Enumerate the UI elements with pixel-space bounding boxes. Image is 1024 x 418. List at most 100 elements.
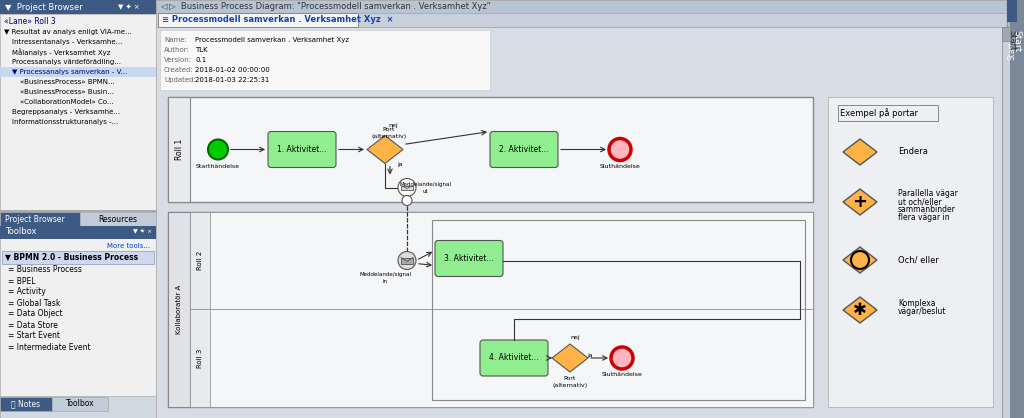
Text: Meddelande/signal: Meddelande/signal	[359, 272, 411, 277]
Text: «BusinessProcess» Busin...: «BusinessProcess» Busin...	[20, 89, 114, 95]
Circle shape	[611, 347, 633, 369]
Text: Created:: Created:	[164, 67, 194, 73]
Bar	[0, 212, 156, 418]
Bar	[401, 257, 413, 263]
Text: ▼ Resultat av analys enligt VIA-me...: ▼ Resultat av analys enligt VIA-me...	[4, 29, 132, 35]
Bar	[168, 97, 813, 202]
Text: Project Browser: Project Browser	[5, 214, 65, 224]
Text: Start: Start	[1013, 30, 1022, 52]
Text: vägar/beslut: vägar/beslut	[898, 308, 946, 316]
Text: = Data Store: = Data Store	[8, 321, 58, 329]
Text: Author:: Author:	[164, 47, 189, 53]
Text: Port: Port	[383, 127, 395, 132]
Text: ut: ut	[422, 189, 428, 194]
Polygon shape	[843, 139, 877, 165]
Bar	[0, 14, 156, 210]
Bar	[1007, 0, 1017, 22]
Polygon shape	[843, 297, 877, 323]
Text: «Lane» Roll 3: «Lane» Roll 3	[4, 18, 55, 26]
Text: nej: nej	[388, 123, 397, 128]
Text: Komplexa: Komplexa	[898, 300, 936, 308]
Text: Name:: Name:	[164, 37, 186, 43]
FancyBboxPatch shape	[490, 132, 558, 168]
Bar	[401, 186, 413, 189]
Text: = Start Event: = Start Event	[8, 331, 60, 341]
Text: «CollaborationModel» Co...: «CollaborationModel» Co...	[20, 99, 114, 105]
Text: Version:: Version:	[164, 57, 193, 63]
Bar	[156, 27, 1007, 418]
Text: ◁ ▷  Business Process Diagram: "Processmodell samverkan . Verksamhet Xyz": ◁ ▷ Business Process Diagram: "Processmo…	[160, 2, 490, 11]
Text: ja: ja	[397, 162, 402, 167]
Bar	[168, 212, 190, 407]
Bar	[1002, 27, 1010, 41]
Bar	[168, 97, 190, 202]
Text: +: +	[853, 193, 867, 211]
Bar	[168, 212, 813, 407]
Bar	[828, 97, 993, 407]
Text: Processmodell samverkan . Verksamhet Xyz: Processmodell samverkan . Verksamhet Xyz	[195, 37, 349, 43]
Bar	[52, 397, 108, 411]
Text: ✱: ✱	[853, 301, 867, 319]
Polygon shape	[843, 247, 877, 273]
Bar	[80, 212, 156, 226]
Circle shape	[609, 138, 631, 161]
Bar	[1007, 0, 1017, 418]
Text: ▼ Processanalys samverkan - V...: ▼ Processanalys samverkan - V...	[12, 69, 127, 75]
Text: TLK: TLK	[195, 47, 208, 53]
Text: «BusinessProcess» BPMN...: «BusinessProcess» BPMN...	[20, 79, 115, 85]
Text: Målanalys - Verksamhet Xyz: Målanalys - Verksamhet Xyz	[12, 48, 111, 56]
Circle shape	[398, 252, 416, 270]
Bar	[2, 251, 154, 264]
Text: Meddelande/signal: Meddelande/signal	[399, 182, 451, 187]
Text: Parallella vägar: Parallella vägar	[898, 189, 957, 199]
Text: Starthändelse: Starthändelse	[196, 164, 240, 169]
Text: nej: nej	[570, 334, 580, 339]
Text: Start: Start	[1008, 30, 1017, 51]
Bar	[1007, 0, 1017, 418]
Text: Exempel på portar: Exempel på portar	[840, 108, 918, 118]
Bar	[1010, 0, 1024, 418]
Text: Roll 2: Roll 2	[197, 251, 203, 270]
Bar	[190, 212, 813, 309]
Bar	[0, 212, 80, 226]
Text: sammanbinder: sammanbinder	[898, 206, 955, 214]
Text: Roll 3: Roll 3	[197, 348, 203, 368]
Bar	[0, 0, 156, 14]
Text: = BPEL: = BPEL	[8, 276, 36, 285]
Text: Resources: Resources	[98, 214, 137, 224]
Text: Toolbox: Toolbox	[66, 400, 94, 408]
Text: 4. Aktivitet...: 4. Aktivitet...	[489, 354, 539, 362]
Text: (alternativ): (alternativ)	[372, 134, 407, 139]
Text: More tools...: More tools...	[106, 243, 150, 249]
Text: Roll 1: Roll 1	[174, 139, 183, 160]
Text: Begreppsanalys - Verksamhe...: Begreppsanalys - Verksamhe...	[12, 109, 120, 115]
Text: = Activity: = Activity	[8, 288, 46, 296]
Polygon shape	[367, 135, 403, 163]
Text: = Business Process: = Business Process	[8, 265, 82, 275]
Bar	[158, 13, 358, 27]
Text: ▼ ✦ ×: ▼ ✦ ×	[118, 4, 139, 10]
FancyBboxPatch shape	[268, 132, 336, 168]
Text: Start: Start	[1008, 41, 1017, 59]
Text: flera vägar in: flera vägar in	[898, 214, 949, 222]
Text: ut och/eller: ut och/eller	[898, 197, 942, 206]
Text: Sluthändelse: Sluthändelse	[600, 164, 640, 169]
Polygon shape	[552, 344, 588, 372]
Text: = Global Task: = Global Task	[8, 298, 60, 308]
FancyBboxPatch shape	[435, 240, 503, 276]
FancyBboxPatch shape	[480, 340, 548, 376]
Text: ◁: ◁	[1009, 36, 1015, 44]
Text: Toolbox: Toolbox	[5, 227, 37, 237]
Text: 1. Aktivitet...: 1. Aktivitet...	[278, 145, 327, 154]
Bar	[0, 396, 156, 418]
Bar	[190, 212, 210, 309]
Bar	[0, 397, 52, 411]
Text: 2. Aktivitet...: 2. Aktivitet...	[500, 145, 549, 154]
Bar	[190, 309, 813, 407]
Text: Kollaboratör A: Kollaboratör A	[176, 285, 182, 334]
Bar	[838, 105, 938, 121]
Text: 2018-01-02 00:00:00: 2018-01-02 00:00:00	[195, 67, 269, 73]
Bar	[156, 0, 1010, 13]
Polygon shape	[843, 189, 877, 215]
Bar	[190, 309, 210, 407]
